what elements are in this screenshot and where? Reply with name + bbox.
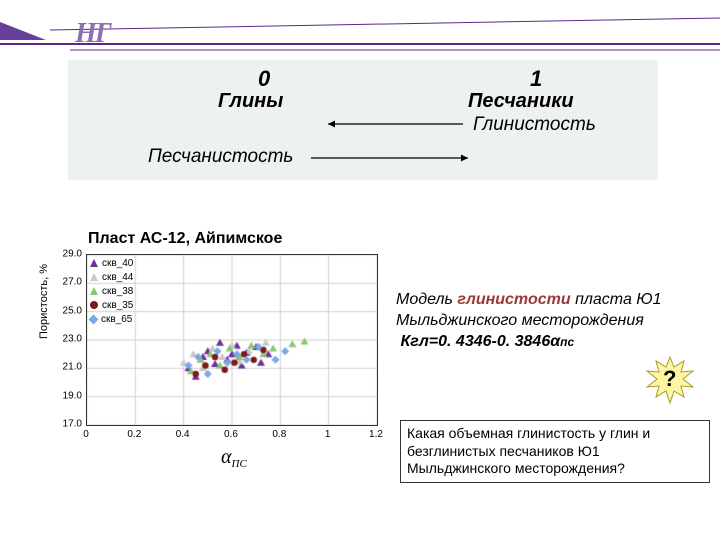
scatter-chart: Пласт АС-12, Айпимское Пористость, % αПС… xyxy=(28,230,388,500)
scale-diagram: 0 1 Глины Песчаники Глинистость Песчанис… xyxy=(68,60,658,180)
scale-arrows xyxy=(68,60,658,180)
question-mark: ? xyxy=(663,366,676,392)
chart-title: Пласт АС-12, Айпимское xyxy=(88,230,388,248)
legend-item: скв_65 xyxy=(90,313,133,327)
x-axis-label: αПС xyxy=(221,446,247,469)
legend-item: скв_44 xyxy=(90,271,133,285)
legend-item: скв_35 xyxy=(90,299,133,313)
legend-item: скв_38 xyxy=(90,285,133,299)
hg-logo: НГ xyxy=(75,18,110,50)
model-text: Модель глинистости пласта Ю1 Мыльджинско… xyxy=(396,290,708,352)
legend: скв_40скв_44скв_38скв_35скв_65 xyxy=(90,257,133,327)
question-box: Какая объемная глинистость у глин и безг… xyxy=(400,420,710,483)
y-axis-label: Пористость, % xyxy=(38,264,50,339)
legend-item: скв_40 xyxy=(90,257,133,271)
